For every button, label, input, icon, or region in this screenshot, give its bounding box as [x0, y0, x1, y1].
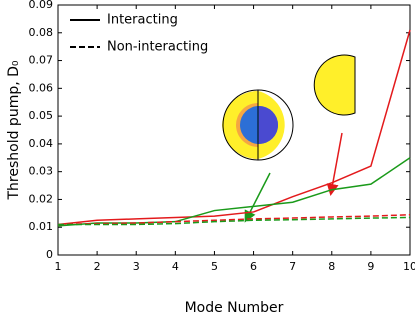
y-tick-label: 0 — [46, 248, 53, 261]
x-tick-label: 2 — [94, 260, 101, 273]
y-tick-label: 0.08 — [29, 26, 54, 39]
line-series — [57, 157, 411, 227]
arrow — [326, 132, 343, 196]
x-tick-label: 5 — [211, 260, 218, 273]
y-tick-label: 0.09 — [29, 0, 54, 11]
x-tick-label: 3 — [133, 260, 140, 273]
y-tick-label: 0.02 — [29, 192, 54, 205]
legend-label: Interacting — [107, 13, 178, 28]
y-tick-label: 0.05 — [29, 109, 54, 122]
x-tick-label: 1 — [55, 260, 62, 273]
x-tick-label: 10 — [403, 260, 415, 273]
y-axis-label: Threshold pump, D₀ — [6, 60, 22, 200]
y-tick-label: 0.07 — [29, 54, 54, 67]
x-tick-label: 4 — [172, 260, 179, 273]
x-tick-label: 6 — [250, 260, 257, 273]
legend-label: Non-interacting — [107, 40, 208, 55]
x-tick-label: 9 — [367, 260, 374, 273]
x-tick-label: 8 — [328, 260, 335, 273]
x-axis-label: Mode Number — [185, 300, 284, 316]
plot-frame — [57, 4, 411, 256]
cavity-icon-2 — [313, 54, 356, 116]
line-series — [57, 213, 411, 226]
cavity-icon-1 — [222, 89, 294, 161]
y-tick-label: 0.06 — [29, 81, 54, 94]
x-tick-label: 7 — [289, 260, 296, 273]
y-tick-label: 0.03 — [29, 165, 54, 178]
line-series — [57, 29, 411, 226]
y-tick-label: 0.04 — [29, 137, 54, 150]
line-series — [58, 216, 411, 226]
y-tick-label: 0.01 — [29, 220, 54, 233]
